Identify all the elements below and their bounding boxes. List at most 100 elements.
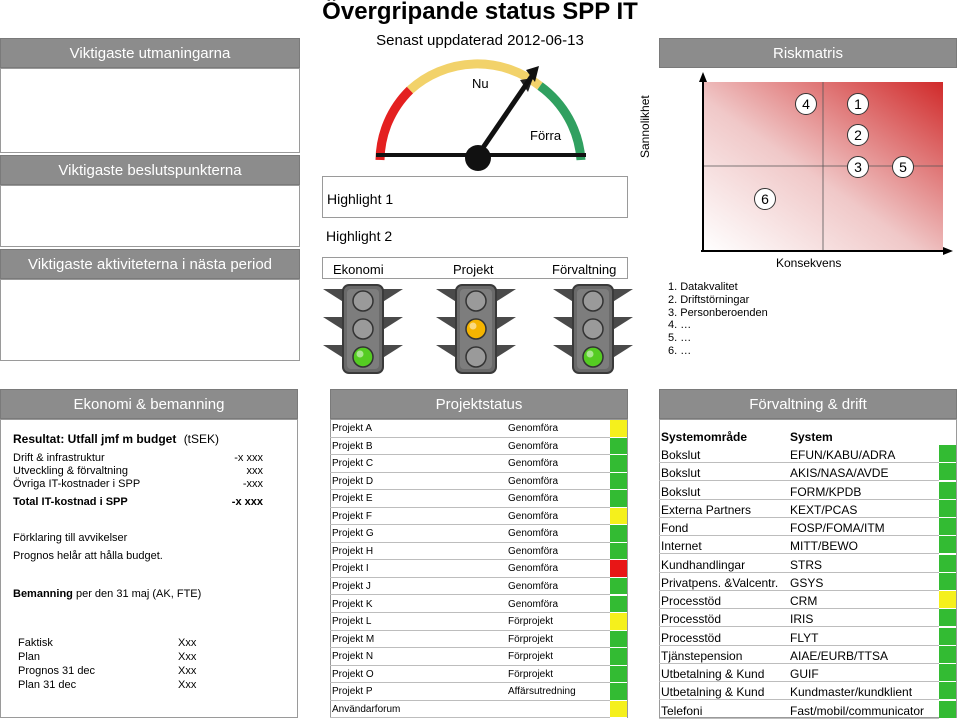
system-row[interactable]: Utbetalning & Kund GUIF (659, 664, 957, 683)
lamp-green (465, 346, 487, 368)
risk-marker-5: 5 (892, 156, 914, 178)
project-name: Projekt I (332, 563, 369, 575)
system-row[interactable]: Kundhandlingar STRS (659, 554, 957, 573)
staff-row-value: Xxx (178, 637, 197, 649)
row-divider (659, 626, 939, 628)
system-name: GSYS (790, 575, 824, 590)
system-row[interactable]: Fond FOSP/FOMA/ITM (659, 518, 957, 537)
traffic-label-forvaltning: Förvaltning (552, 262, 617, 277)
project-row[interactable]: Projekt D Genomföra (330, 472, 628, 491)
traffic-light-1 (323, 284, 403, 374)
system-status-indicator (939, 554, 956, 573)
project-row[interactable]: Projekt C Genomföra (330, 455, 628, 473)
traffic-label-projekt: Projekt (453, 262, 494, 277)
project-row[interactable]: Projekt M Förprojekt (330, 630, 628, 649)
system-area: Internet (661, 539, 702, 554)
risk-y-label: Sannolikhet (638, 95, 652, 158)
system-status-indicator (939, 645, 956, 664)
project-row[interactable]: Projekt J Genomföra (330, 577, 628, 596)
risk-item: 3. Personberoenden (668, 306, 768, 319)
project-name: Projekt O (332, 668, 374, 680)
traffic-label-ekonomi: Ekonomi (333, 262, 384, 277)
row-divider (659, 535, 939, 537)
system-area: Fond (661, 521, 689, 535)
operations-box (659, 419, 957, 718)
system-row[interactable]: Processtöd FLYT (659, 627, 957, 646)
activities-box[interactable] (0, 279, 300, 361)
project-row[interactable]: Projekt E Genomföra (330, 490, 628, 508)
system-row[interactable]: Bokslut FORM/KPDB (659, 481, 957, 500)
project-row[interactable]: Projekt N Förprojekt (330, 648, 628, 666)
system-row[interactable]: Utbetalning & Kund Kundmaster/kundklient (659, 682, 957, 701)
project-row[interactable]: Projekt B Genomföra (330, 437, 628, 456)
system-row[interactable]: Bokslut AKIS/NASA/AVDE (659, 463, 957, 482)
row-divider (330, 699, 610, 701)
economy-result-bold: Resultat: Utfall jmf m budget (13, 432, 177, 446)
lamp-red (582, 290, 604, 312)
system-row[interactable]: Telefoni Fast/mobil/communicator (659, 700, 957, 719)
system-name: KEXT/PCAS (790, 502, 858, 517)
row-divider (659, 681, 939, 683)
project-row[interactable]: Projekt I Genomföra (330, 560, 628, 578)
project-row[interactable]: Projekt F Genomföra (330, 507, 628, 526)
highlight-box-1[interactable]: Highlight 1 (322, 176, 628, 218)
project-row[interactable]: Projekt A Genomföra (330, 420, 628, 438)
risk-marker-1: 1 (847, 93, 869, 115)
system-name: FLYT (790, 630, 819, 645)
system-name: EFUN/KABU/ADRA (790, 448, 896, 462)
challenges-box[interactable] (0, 68, 300, 153)
row-divider (659, 644, 939, 646)
project-name: Projekt J (332, 580, 371, 592)
system-row[interactable]: Privatpens. &Valcentr. GSYS (659, 572, 957, 591)
system-row[interactable]: Internet MITT/BEWO (659, 536, 957, 555)
row-divider (659, 608, 939, 610)
project-row[interactable]: Projekt G Genomföra (330, 525, 628, 543)
project-status-indicator (610, 472, 627, 491)
project-row[interactable]: Projekt L Förprojekt (330, 613, 628, 631)
system-name: Fast/mobil/communicator (790, 703, 925, 718)
activities-header: Viktigaste aktiviteterna i nästa period (0, 249, 300, 279)
operations-header: Förvaltning & drift (659, 389, 957, 419)
system-row[interactable]: Bokslut EFUN/KABU/ADRA (659, 445, 957, 464)
project-row[interactable]: Projekt H Genomföra (330, 542, 628, 561)
risk-title: Riskmatris (773, 44, 843, 62)
system-status-indicator (939, 682, 956, 701)
decisions-box[interactable] (0, 185, 300, 247)
system-name: MITT/BEWO (790, 539, 858, 554)
system-area: Tjänstepension (661, 648, 743, 663)
gauge-arc-green (537, 82, 586, 161)
project-row[interactable]: Projekt K Genomföra (330, 595, 628, 613)
system-row[interactable]: Processtöd CRM (659, 591, 957, 610)
row-divider (659, 717, 939, 719)
system-name: IRIS (790, 612, 814, 627)
project-row[interactable]: Projekt P Affärsutredning (330, 683, 628, 701)
row-divider (330, 559, 610, 561)
risk-item: 4. … (668, 319, 692, 332)
system-status-indicator (939, 609, 956, 628)
project-phase: Genomföra (508, 458, 559, 470)
traffic-header: Ekonomi Projekt Förvaltning (322, 257, 628, 279)
project-name: Projekt L (332, 616, 372, 628)
projects-header: Projektstatus (330, 389, 628, 419)
project-row[interactable]: Projekt O Förprojekt (330, 665, 628, 684)
project-phase: Genomföra (508, 598, 559, 610)
row-divider (330, 524, 610, 526)
project-status-indicator (610, 665, 627, 684)
row-divider (659, 553, 939, 555)
system-row[interactable]: Externa Partners KEXT/PCAS (659, 499, 957, 518)
project-row[interactable]: Användarforum (330, 700, 628, 719)
system-row[interactable]: Tjänstepension AIAE/EURB/TTSA (659, 645, 957, 664)
row-divider (330, 436, 610, 438)
system-area: Processtöd (661, 594, 722, 608)
project-name: Projekt F (332, 510, 373, 522)
project-phase: Förprojekt (508, 668, 554, 680)
system-area: Bokslut (661, 466, 701, 481)
project-phase: Genomföra (508, 493, 559, 505)
row-divider (659, 480, 939, 482)
project-status-indicator (610, 648, 627, 666)
row-divider (330, 471, 610, 473)
system-row[interactable]: Processtöd IRIS (659, 609, 957, 628)
system-status-indicator (939, 700, 956, 719)
highlight-2: Highlight 2 (326, 228, 393, 244)
system-area: Externa Partners (661, 502, 752, 517)
